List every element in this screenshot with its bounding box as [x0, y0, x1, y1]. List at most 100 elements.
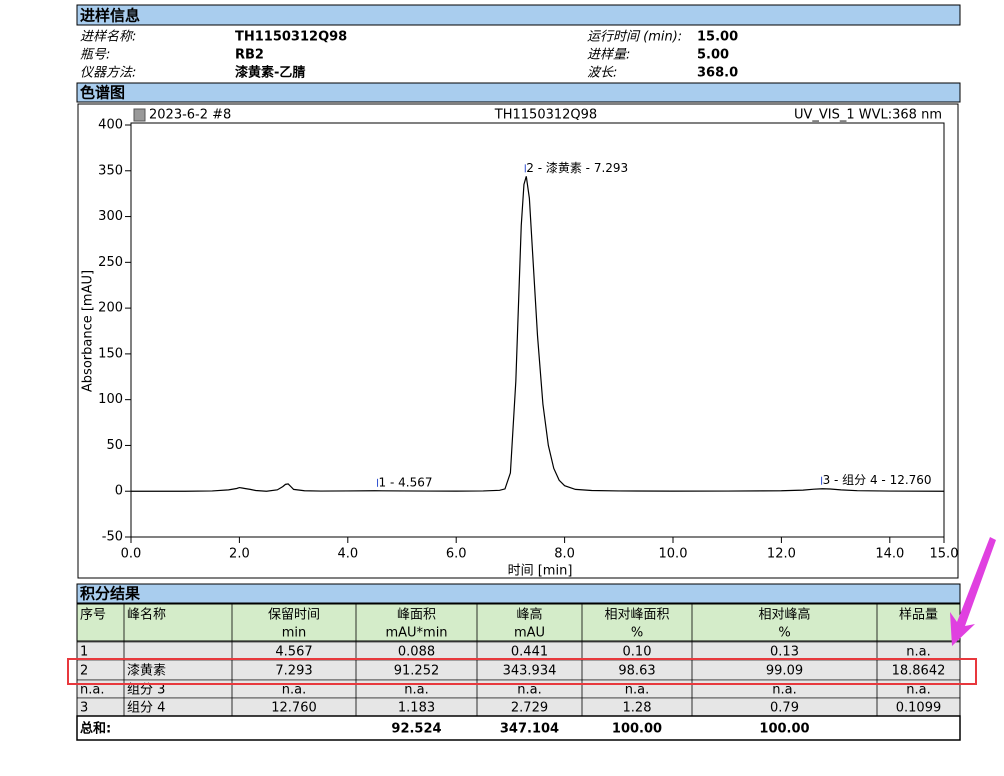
chart-header: 2023-6-2 #8	[149, 108, 231, 123]
column-header: 相对峰高	[758, 607, 810, 623]
column-unit: min	[282, 626, 307, 641]
info-label: 运行时间 (min):	[587, 30, 682, 45]
info-value: 漆黄素-乙腈	[235, 65, 305, 81]
y-tick-label: -50	[102, 530, 123, 545]
x-tick-label: 4.0	[337, 547, 358, 562]
info-value: RB2	[235, 48, 264, 63]
cell: 0.441	[511, 645, 548, 660]
x-tick-label: 14.0	[875, 547, 904, 562]
column-header: 相对峰面积	[604, 608, 669, 623]
column-unit: mAU*min	[385, 626, 447, 641]
cell: n.a.	[404, 683, 428, 698]
section-title: 进样信息	[80, 7, 140, 25]
y-tick-label: 400	[98, 118, 123, 133]
section-title: 色谱图	[80, 84, 125, 102]
plot-area	[130, 122, 945, 538]
total-cell: 347.104	[500, 722, 559, 737]
column-unit: %	[631, 626, 643, 641]
x-tick-label: 10.0	[659, 547, 688, 562]
x-tick-label: 8.0	[554, 547, 575, 562]
chromatogram-line	[131, 176, 945, 492]
x-tick-label: 2.0	[229, 547, 250, 562]
table-total-row	[76, 715, 961, 741]
cell: 99.09	[766, 664, 803, 679]
total-cell: 92.524	[391, 722, 441, 737]
column-header: 序号	[80, 608, 106, 623]
section-title: 积分结果	[80, 585, 141, 603]
cell: 12.760	[271, 701, 317, 716]
y-tick-label: 150	[98, 346, 123, 361]
info-value: TH1150312Q98	[235, 30, 347, 45]
y-tick-label: 350	[98, 163, 123, 178]
cell: 3	[80, 701, 88, 716]
info-label: 波长:	[587, 66, 617, 81]
section-bar	[76, 583, 961, 604]
cell: 7.293	[275, 664, 312, 679]
highlight-box	[67, 658, 977, 685]
y-tick-label: 200	[98, 301, 123, 316]
chart-header: UV_VIS_1 WVL:368 nm	[794, 108, 942, 123]
cell: 18.8642	[892, 664, 946, 679]
column-header: 样品量	[899, 608, 938, 623]
arrow	[950, 537, 996, 646]
info-label: 进样名称:	[80, 30, 136, 45]
y-tick-label: 50	[106, 438, 123, 453]
cell: n.a.	[906, 683, 930, 698]
cell: 0.79	[770, 701, 799, 716]
column-unit: mAU	[514, 626, 545, 641]
total-cell: 100.00	[612, 722, 662, 737]
info-label: 仪器方法:	[80, 66, 136, 81]
cell: n.a.	[517, 683, 541, 698]
cell: n.a.	[80, 683, 104, 698]
section-bar	[76, 82, 961, 103]
icon	[133, 108, 146, 122]
column-unit: %	[778, 626, 790, 641]
cell: n.a.	[906, 645, 930, 660]
info-label: 进样量:	[587, 48, 630, 63]
x-tick-label: 12.0	[767, 547, 796, 562]
info-value: 5.00	[697, 48, 729, 63]
cell: 98.63	[618, 664, 655, 679]
cell: 91.252	[394, 664, 440, 679]
info-label: 瓶号:	[80, 48, 110, 63]
x-tick-label: 6.0	[446, 547, 467, 562]
cell: 1.183	[398, 701, 435, 716]
info-value: 15.00	[697, 30, 738, 45]
cell: 漆黄素	[127, 663, 166, 679]
y-tick-label: 300	[98, 209, 123, 224]
cell: 2.729	[511, 701, 548, 716]
cell: 1	[80, 645, 88, 660]
column-header: 保留时间	[268, 608, 320, 623]
cell: 1.28	[623, 701, 652, 716]
y-tick-label: 250	[98, 255, 123, 270]
y-tick-label: 0	[115, 484, 123, 499]
column-header: 峰名称	[127, 607, 166, 623]
cell: 2	[80, 664, 88, 679]
peak-label: 3 - 组分 4 - 12.760	[823, 473, 932, 487]
cell: 0.10	[623, 645, 652, 660]
cell: 组分 4	[127, 701, 165, 716]
cell: 0.1099	[896, 701, 942, 716]
peak-label: 1 - 4.567	[379, 475, 433, 489]
cell: n.a.	[772, 683, 796, 698]
cell: 0.088	[398, 645, 435, 660]
total-cell: 总和:	[80, 721, 111, 737]
x-tick-label: 0.0	[121, 547, 142, 562]
cell: 343.934	[503, 664, 557, 679]
y-axis-label: Absorbance [mAU]	[81, 270, 96, 392]
cell: n.a.	[625, 683, 649, 698]
chart-frame	[77, 103, 959, 579]
cell: 0.13	[770, 645, 799, 660]
total-cell: 100.00	[759, 722, 809, 737]
x-tick-label: 15.0	[930, 547, 959, 562]
results-table: 序号 峰名称 保留时间 min 峰面积 mAU*min 峰高 mAU 相对峰面积% 相对峰高% 样品…	[76, 603, 961, 741]
info-value: 368.0	[697, 66, 738, 81]
cell: 4.567	[275, 645, 312, 660]
y-tick-label: 100	[98, 392, 123, 407]
chart-title: TH1150312Q98	[494, 108, 597, 123]
cell: n.a.	[282, 683, 306, 698]
peak-label: 2 - 漆黄素 - 7.293	[526, 161, 628, 175]
cell: 组分 3	[127, 683, 165, 698]
x-axis-label: 时间 [min]	[508, 564, 573, 579]
